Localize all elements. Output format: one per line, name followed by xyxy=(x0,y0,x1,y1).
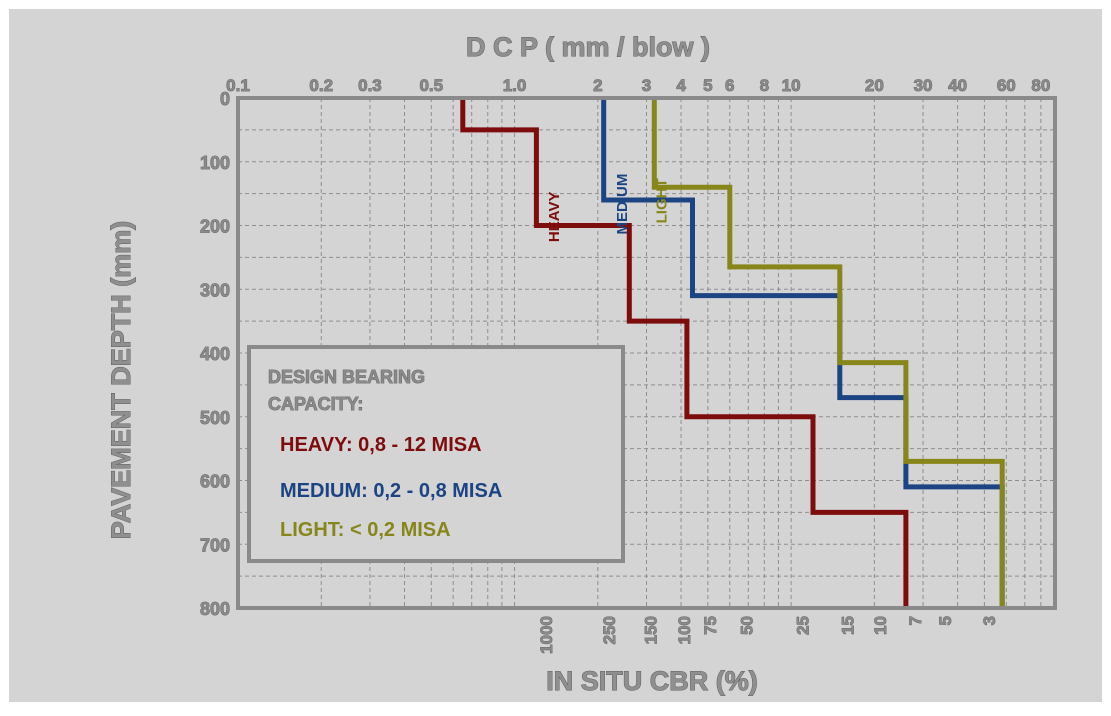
bottom-tick-label-5: 5 xyxy=(936,616,955,625)
y-tick-label-400: 400 xyxy=(200,344,230,364)
y-tick-label-700: 700 xyxy=(200,535,230,555)
top-tick-label-10: 10 xyxy=(782,76,801,95)
legend-heading-line-2: CAPACITY: xyxy=(268,394,363,414)
bottom-tick-label-250: 250 xyxy=(600,616,619,644)
top-tick-label-20: 20 xyxy=(865,76,884,95)
y-tick-label-800: 800 xyxy=(200,599,230,619)
top-tick-label-60: 60 xyxy=(997,76,1016,95)
top-tick-label-0-1: 0.1 xyxy=(226,76,250,95)
top-tick-label-2: 2 xyxy=(593,76,602,95)
series-line-heavy xyxy=(460,98,909,608)
bottom-axis-title: IN SITU CBR (%) xyxy=(546,666,758,696)
series-label-light: LIGHT xyxy=(654,178,671,223)
top-tick-label-0-5: 0.5 xyxy=(419,76,443,95)
top-tick-labels: 0.1 0.2 0.3 0.5 1.0 2 3 4 5 6 8 10 20 30 40 60 80 xyxy=(226,76,1051,96)
series-label-medium: MEDIUM xyxy=(614,174,631,235)
legend-box: DESIGN BEARING CAPACITY: HEAVY: 0,8 - 12… xyxy=(247,345,625,563)
bottom-tick-labels: 1000 250 150 100 75 50 25 15 10 7 5 3 xyxy=(537,616,1000,655)
top-tick-label-30: 30 xyxy=(914,76,933,95)
y-axis-title: PAVEMENT DEPTH (mm) xyxy=(106,221,136,540)
y-tick-label-100: 100 xyxy=(200,153,230,173)
series-label-heavy: HEAVY xyxy=(546,192,563,243)
bottom-tick-label-150: 150 xyxy=(641,616,660,644)
top-tick-label-0-3: 0.3 xyxy=(358,76,382,95)
legend-frame xyxy=(247,345,625,563)
y-tick-label-300: 300 xyxy=(200,280,230,300)
top-tick-label-8: 8 xyxy=(760,76,769,95)
y-tick-label-200: 200 xyxy=(200,217,230,237)
y-tick-labels: 0 100 200 300 400 500 600 700 800 xyxy=(200,89,231,620)
top-tick-label-3: 3 xyxy=(642,76,651,95)
bottom-tick-label-100: 100 xyxy=(675,616,694,644)
legend-entry-medium: MEDIUM: 0,2 - 0,8 MISA xyxy=(280,480,502,502)
top-tick-label-5: 5 xyxy=(703,76,712,95)
series-lines xyxy=(460,98,1005,608)
bottom-tick-label-3: 3 xyxy=(980,616,999,625)
top-tick-label-40: 40 xyxy=(948,76,967,95)
bottom-tick-label-10: 10 xyxy=(871,616,890,635)
legend-heading-line-1: DESIGN BEARING xyxy=(268,367,425,387)
top-tick-label-80: 80 xyxy=(1031,76,1050,95)
y-tick-label-500: 500 xyxy=(200,408,230,428)
bottom-tick-label-1000: 1000 xyxy=(537,616,556,654)
bottom-tick-label-15: 15 xyxy=(839,616,858,635)
legend-entry-light: LIGHT: < 0,2 MISA xyxy=(280,519,451,541)
legend-entry-heavy: HEAVY: 0,8 - 12 MISA xyxy=(280,434,482,456)
bottom-tick-label-75: 75 xyxy=(701,616,720,635)
top-tick-label-4: 4 xyxy=(676,76,686,95)
y-tick-label-600: 600 xyxy=(200,472,230,492)
series-line-light xyxy=(651,98,1005,608)
y-tick-label-0: 0 xyxy=(220,89,230,109)
series-labels: HEAVY MEDIUM LIGHT xyxy=(546,174,671,242)
top-tick-label-6: 6 xyxy=(725,76,734,95)
chart-title: D C P ( mm / blow ) xyxy=(466,32,710,62)
plot-frame xyxy=(236,96,1057,610)
bottom-tick-label-50: 50 xyxy=(738,616,757,635)
bottom-tick-label-7: 7 xyxy=(906,616,925,625)
top-tick-label-1-0: 1.0 xyxy=(503,76,527,95)
bottom-tick-label-25: 25 xyxy=(794,616,813,635)
top-tick-label-0-2: 0.2 xyxy=(309,76,333,95)
